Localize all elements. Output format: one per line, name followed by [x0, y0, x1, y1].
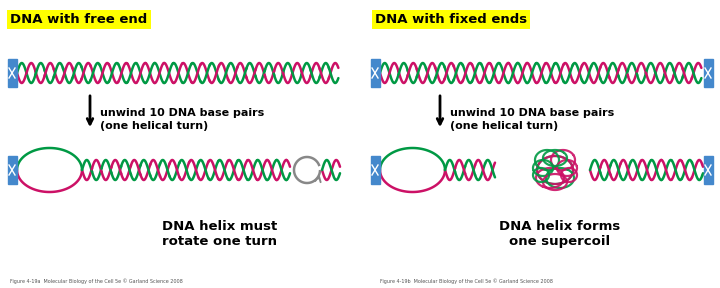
Text: DNA with free end: DNA with free end: [10, 13, 148, 26]
Bar: [371, 59, 379, 87]
Text: DNA with fixed ends: DNA with fixed ends: [375, 13, 527, 26]
Text: unwind 10 DNA base pairs: unwind 10 DNA base pairs: [100, 108, 264, 118]
Text: DNA helix must
rotate one turn: DNA helix must rotate one turn: [163, 220, 278, 248]
Text: DNA helix forms
one supercoil: DNA helix forms one supercoil: [500, 220, 621, 248]
Text: (one helical turn): (one helical turn): [450, 121, 558, 131]
Bar: [7, 59, 17, 87]
Text: unwind 10 DNA base pairs: unwind 10 DNA base pairs: [450, 108, 614, 118]
Text: (one helical turn): (one helical turn): [100, 121, 208, 131]
Text: Figure 4-19b  Molecular Biology of the Cell 5e © Garland Science 2008: Figure 4-19b Molecular Biology of the Ce…: [380, 278, 553, 284]
Bar: [7, 156, 17, 184]
Bar: [371, 156, 379, 184]
Bar: [703, 59, 713, 87]
Text: Figure 4-19a  Molecular Biology of the Cell 5e © Garland Science 2008: Figure 4-19a Molecular Biology of the Ce…: [10, 278, 183, 284]
Bar: [703, 156, 713, 184]
